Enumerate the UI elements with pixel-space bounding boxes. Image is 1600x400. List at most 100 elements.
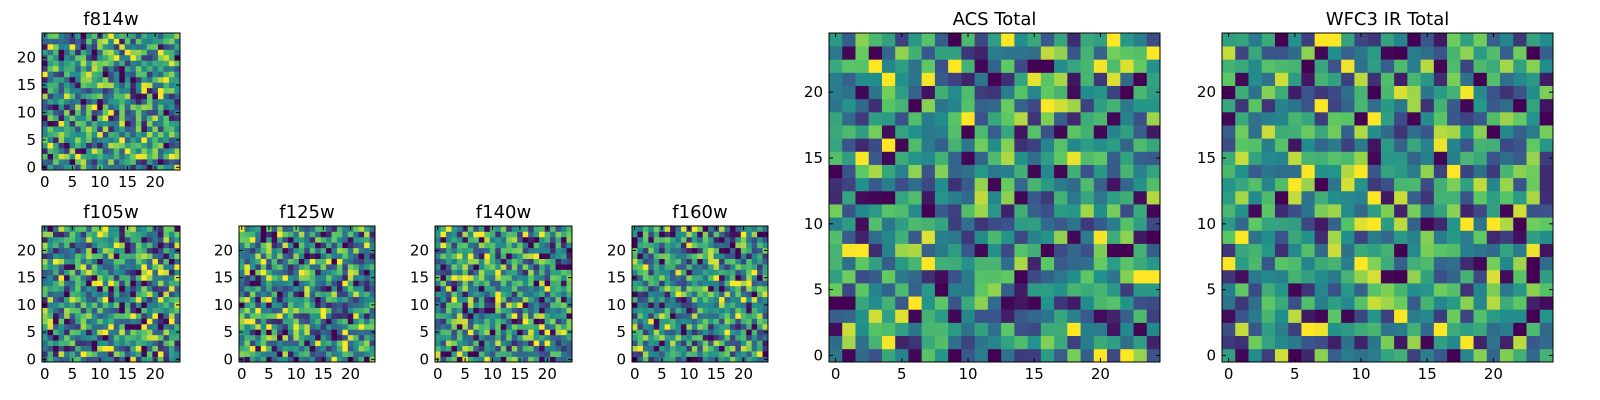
heatmap-cell — [724, 231, 731, 238]
heatmap-cell — [829, 72, 843, 86]
heatmap-cell — [522, 291, 529, 298]
heatmap-cell — [948, 283, 962, 297]
heatmap-cell — [1093, 243, 1108, 258]
heatmap-cell — [282, 236, 289, 243]
heatmap-cell — [702, 302, 709, 308]
heatmap-cell — [566, 231, 573, 238]
heatmap-cell — [1394, 98, 1408, 113]
heatmap-cell — [550, 258, 556, 265]
heatmap-cell — [868, 85, 883, 100]
heatmap-cell — [1027, 72, 1042, 86]
heatmap-cell — [1473, 309, 1488, 323]
heatmap-cell — [331, 345, 338, 352]
heatmap-cell — [1001, 46, 1015, 60]
heatmap-cell — [1146, 230, 1161, 244]
heatmap-cell — [135, 313, 142, 319]
heatmap-cell — [632, 313, 638, 319]
heatmap-cell — [102, 323, 109, 330]
heatmap-cell — [152, 65, 159, 72]
heatmap-cell — [675, 323, 682, 330]
heatmap-cell — [691, 226, 698, 232]
heatmap-cell — [697, 323, 704, 330]
heatmap-cell — [1261, 177, 1276, 192]
heatmap-cell — [135, 280, 142, 287]
heatmap-cell — [42, 142, 48, 149]
heatmap-cell — [829, 85, 843, 100]
heatmap-cell — [64, 258, 70, 265]
heatmap-cell — [97, 264, 104, 270]
heatmap-cell — [1327, 59, 1342, 73]
heatmap-cell — [64, 313, 70, 319]
heatmap-cell — [80, 54, 87, 61]
heatmap-cell — [124, 87, 131, 94]
heatmap-cell — [653, 247, 660, 254]
heatmap-cell — [1107, 177, 1121, 192]
heatmap-cell — [528, 313, 534, 319]
heatmap-cell — [1067, 217, 1081, 231]
heatmap-cell — [174, 71, 181, 78]
heatmap-cell — [146, 291, 153, 298]
heatmap-cell — [1107, 190, 1121, 205]
heatmap-cell — [637, 247, 644, 254]
heatmap-cell — [746, 323, 753, 330]
heatmap-cell — [1394, 125, 1408, 139]
heatmap-cell — [473, 329, 480, 336]
heatmap-cell — [533, 231, 540, 238]
heatmap-cell — [746, 313, 753, 319]
heatmap-cell — [1014, 243, 1028, 258]
heatmap-cell — [124, 76, 131, 83]
heatmap-cell — [697, 340, 704, 347]
heatmap-cell — [1093, 309, 1108, 323]
heatmap-cell — [255, 231, 262, 238]
heatmap-cell — [1354, 72, 1368, 86]
heatmap-cell — [664, 351, 671, 357]
heatmap-cells — [1222, 33, 1554, 363]
heatmap-cell — [64, 323, 70, 330]
heatmap-cell — [435, 345, 441, 352]
y-tick-label: 10 — [607, 296, 626, 314]
heatmap-cell — [708, 302, 714, 308]
heatmap-cell — [260, 296, 267, 303]
heatmap-cell — [91, 291, 98, 298]
heatmap-cell — [1486, 138, 1501, 152]
heatmap-cell — [255, 345, 262, 352]
heatmap-cell — [347, 323, 354, 330]
heatmap-cell — [855, 190, 870, 205]
heatmap-cell — [47, 323, 54, 330]
heatmap-cell — [697, 356, 704, 363]
heatmap-cell — [724, 280, 731, 287]
heatmap-cell — [239, 264, 245, 270]
heatmap-cell — [1354, 151, 1368, 165]
heatmap-cell — [1027, 177, 1042, 192]
heatmap-cell — [473, 307, 480, 314]
heatmap-cell — [1133, 59, 1148, 73]
heatmap-cell — [1473, 348, 1488, 363]
heatmap-cell — [544, 323, 551, 330]
heatmap-cell — [539, 226, 545, 232]
heatmap-cell — [1274, 217, 1289, 231]
heatmap-cell — [266, 351, 272, 357]
heatmap-cell — [746, 340, 753, 347]
heatmap-cell — [47, 76, 54, 83]
heatmap-cell — [1460, 190, 1474, 205]
heatmap-cell — [157, 247, 164, 254]
heatmap-cell — [1526, 322, 1541, 337]
heatmap-cell — [697, 291, 704, 298]
heatmap-cell — [1288, 269, 1302, 284]
heatmap-cell — [124, 98, 131, 105]
heatmap-cell — [163, 82, 170, 89]
heatmap-cell — [868, 296, 883, 310]
heatmap-cell — [1513, 322, 1527, 337]
heatmap-cell — [152, 231, 159, 238]
heatmap-cell — [719, 231, 725, 238]
heatmap-cell — [309, 269, 316, 276]
heatmap-cell — [249, 247, 256, 254]
heatmap-cell — [1301, 151, 1316, 165]
heatmap-cell — [364, 351, 370, 357]
heatmap-cell — [1133, 322, 1148, 337]
heatmap-cell — [495, 323, 502, 330]
heatmap-cell — [58, 285, 65, 292]
heatmap-cell — [495, 280, 502, 287]
heatmap-cell — [47, 296, 54, 303]
heatmap-cell — [298, 329, 305, 336]
